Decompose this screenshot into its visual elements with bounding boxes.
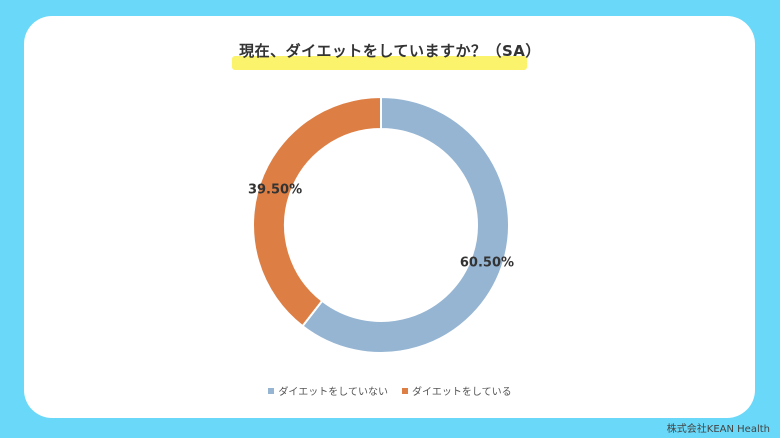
legend: ダイエットをしていない ダイエットをしている: [0, 383, 780, 398]
slice-not-dieting: [301, 95, 510, 354]
title-highlight: [232, 56, 527, 70]
slice-dieting: [252, 95, 382, 328]
legend-item-not-dieting: ダイエットをしていない: [268, 383, 388, 398]
legend-label-dieting: ダイエットをしている: [412, 387, 512, 398]
chart-title: 現在、ダイエットをしていますか？（SA）: [239, 42, 541, 60]
data-label-dieting: 39.50%: [248, 183, 302, 198]
data-label-not-dieting: 60.50%: [460, 255, 514, 270]
legend-swatch-dieting: [402, 387, 408, 394]
title-wrap: 現在、ダイエットをしていますか？（SA）: [0, 40, 780, 61]
legend-swatch-not-dieting: [268, 387, 275, 394]
legend-item-dieting: ダイエットをしている: [402, 383, 512, 398]
legend-label-not-dieting: ダイエットをしていない: [278, 387, 388, 398]
company-credit: 株式会社KEAN Health: [666, 424, 770, 435]
